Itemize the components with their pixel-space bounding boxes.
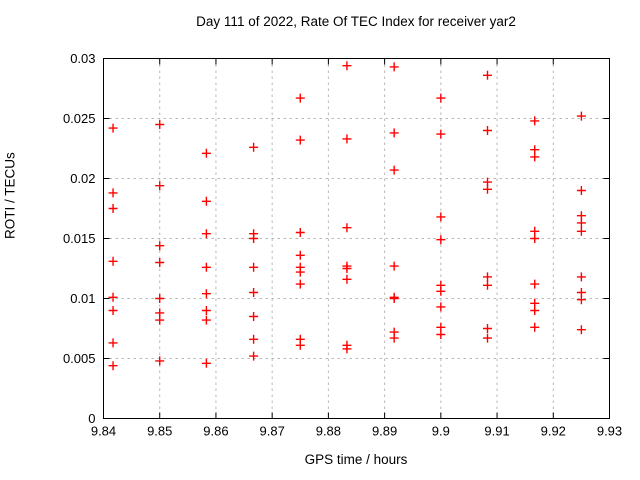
data-point xyxy=(155,294,165,303)
x-tick-label: 9.84 xyxy=(91,424,116,439)
data-point xyxy=(482,126,492,135)
data-point xyxy=(436,286,446,296)
data-point xyxy=(436,93,446,103)
data-point xyxy=(108,338,118,348)
data-point xyxy=(249,351,259,361)
y-tick-label: 0.015 xyxy=(63,231,96,246)
data-point xyxy=(576,226,586,236)
data-point xyxy=(295,135,305,145)
data-point xyxy=(576,272,586,282)
x-axis-label: GPS time / hours xyxy=(304,452,408,467)
data-point xyxy=(108,123,118,133)
data-point xyxy=(295,279,305,289)
data-point xyxy=(342,223,352,233)
data-point xyxy=(342,274,352,284)
data-point xyxy=(155,356,165,366)
data-point xyxy=(201,229,211,239)
y-tick-label: 0 xyxy=(88,411,95,426)
data-point xyxy=(530,322,540,332)
x-tick-label: 9.91 xyxy=(484,424,509,439)
x-tick-label: 9.88 xyxy=(316,424,341,439)
data-point xyxy=(389,62,399,72)
data-point xyxy=(249,334,259,344)
data-point xyxy=(576,111,586,121)
data-point xyxy=(249,288,259,297)
data-point xyxy=(530,152,540,162)
data-point xyxy=(576,218,586,228)
data-point xyxy=(155,181,165,191)
data-point xyxy=(482,333,492,343)
data-point xyxy=(295,340,305,350)
data-point xyxy=(295,228,305,237)
data-point xyxy=(389,128,399,138)
data-point xyxy=(530,279,540,289)
data-point xyxy=(530,234,540,243)
data-point xyxy=(342,344,352,354)
data-point xyxy=(155,315,165,325)
data-point xyxy=(436,212,446,222)
data-point xyxy=(530,116,540,126)
data-point xyxy=(201,358,211,368)
x-tick-label: 9.9 xyxy=(432,424,450,439)
data-point xyxy=(482,324,492,333)
x-tick-label: 9.85 xyxy=(147,424,172,439)
data-point xyxy=(249,262,259,272)
data-point xyxy=(201,148,211,158)
data-point xyxy=(108,204,118,213)
data-point xyxy=(155,258,165,267)
data-point xyxy=(108,361,118,371)
data-point xyxy=(482,272,492,282)
data-point xyxy=(482,280,492,290)
data-point xyxy=(389,294,399,303)
x-tick-label: 9.89 xyxy=(372,424,397,439)
data-point xyxy=(342,264,352,273)
data-point xyxy=(389,261,399,271)
data-point xyxy=(342,134,352,144)
data-point xyxy=(295,250,305,260)
data-point xyxy=(576,295,586,305)
data-point xyxy=(342,61,352,71)
data-point xyxy=(436,330,446,339)
y-tick-label: 0.02 xyxy=(70,171,95,186)
data-point xyxy=(576,325,586,335)
data-point xyxy=(108,256,118,266)
data-point xyxy=(530,306,540,315)
y-tick-label: 0.005 xyxy=(63,351,96,366)
x-tick-label: 9.92 xyxy=(541,424,566,439)
data-point xyxy=(201,262,211,272)
data-point xyxy=(482,184,492,194)
y-tick-label: 0.03 xyxy=(70,51,95,66)
data-point xyxy=(201,315,211,325)
data-point xyxy=(389,165,399,175)
data-point xyxy=(436,235,446,245)
data-point xyxy=(436,302,446,312)
data-point xyxy=(436,129,446,139)
data-point xyxy=(108,292,118,302)
data-point xyxy=(389,333,399,343)
y-tick-label: 0.025 xyxy=(63,111,96,126)
data-point xyxy=(155,241,165,251)
data-point xyxy=(249,312,259,321)
chart-title: Day 111 of 2022, Rate Of TEC Index for r… xyxy=(196,14,516,29)
data-point xyxy=(295,267,305,277)
data-point xyxy=(201,306,211,315)
data-point xyxy=(201,289,211,299)
data-point xyxy=(155,120,165,129)
x-tick-label: 9.86 xyxy=(203,424,228,439)
data-point xyxy=(249,234,259,243)
data-point xyxy=(576,186,586,195)
data-point xyxy=(249,142,259,152)
y-tick-label: 0.01 xyxy=(70,291,95,306)
x-tick-label: 9.87 xyxy=(260,424,285,439)
data-point xyxy=(108,188,118,198)
data-point xyxy=(295,93,305,103)
x-tick-label: 9.93 xyxy=(597,424,622,439)
data-point xyxy=(201,196,211,206)
data-point xyxy=(482,70,492,80)
data-point xyxy=(108,306,118,315)
